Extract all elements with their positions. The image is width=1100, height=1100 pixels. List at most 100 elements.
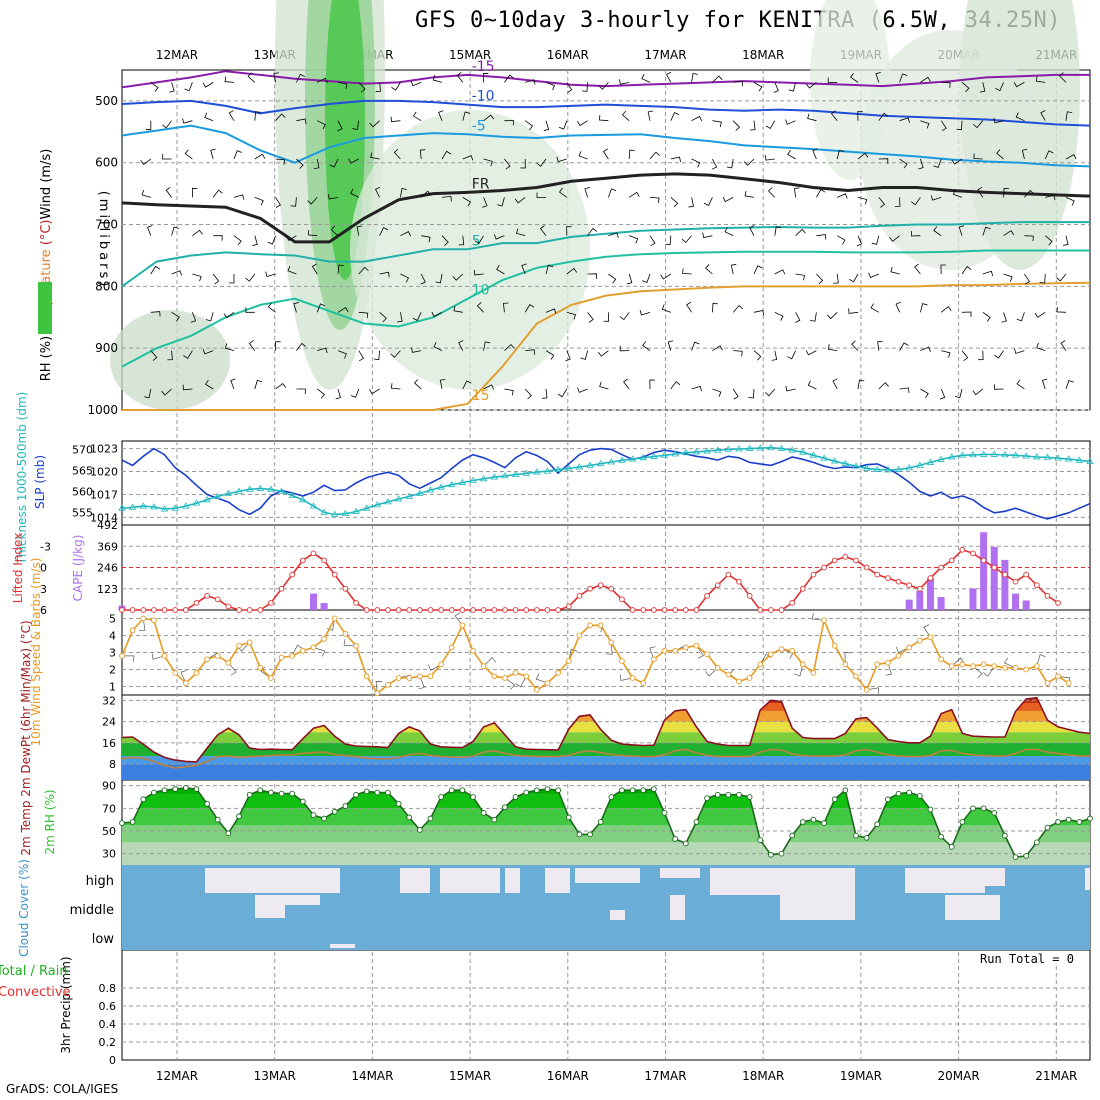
li-tick-label: 0 <box>40 562 47 575</box>
rh-line-marker <box>959 819 966 825</box>
wind-barb <box>587 273 598 279</box>
wind-barb <box>379 271 390 278</box>
wind-barb <box>1001 312 1007 323</box>
wind-barb <box>920 346 931 352</box>
wind-speed-line-marker <box>342 630 349 637</box>
wind-barb <box>228 110 235 121</box>
wind-speed-line-marker <box>938 656 944 663</box>
surface-wind-barb <box>983 665 995 677</box>
axis-title-part: RH (%) <box>39 336 54 381</box>
li-line-marker <box>948 557 955 564</box>
wind-barb <box>598 350 609 357</box>
thickness-line-marker <box>267 485 275 492</box>
thickness-line-marker <box>235 487 243 494</box>
surface-wind-barb <box>705 667 718 677</box>
thickness-line <box>121 446 1091 516</box>
wind-barb <box>162 120 172 129</box>
precip-tick-label: 0.2 <box>99 1036 117 1049</box>
thickness-line-marker <box>458 478 467 485</box>
wind-speed-line <box>121 616 1070 695</box>
surface-wind-barb <box>483 656 497 667</box>
wind-speed-line-marker <box>491 673 498 680</box>
wind-barb <box>773 82 779 93</box>
wind-speed-line-marker <box>991 663 998 669</box>
rh-blob <box>350 110 590 390</box>
cloud-clear-area <box>905 868 985 893</box>
wind-speed-line-marker <box>725 671 732 678</box>
wind-barb <box>317 77 328 83</box>
thickness-line-marker <box>341 509 350 517</box>
wind-barb <box>379 227 389 236</box>
rh-line-marker <box>1033 839 1040 846</box>
wind-speed-line-marker <box>736 678 742 685</box>
wind-barb <box>1024 235 1034 242</box>
thickness-line-marker <box>1022 452 1030 459</box>
run-total-label: Run Total = 0 <box>980 952 1074 966</box>
credit-text: GrADS: COLA/IGES <box>6 1082 119 1096</box>
wind-barb <box>993 117 1004 124</box>
rh-line-marker <box>842 787 849 794</box>
wind-barb <box>972 388 984 396</box>
li-line-marker <box>555 607 561 613</box>
rh-line-marker <box>129 819 136 825</box>
wind-barb <box>878 382 889 390</box>
wind-barb <box>765 155 775 161</box>
rh-tick-label: 50 <box>102 825 116 838</box>
wind-barb <box>598 115 609 122</box>
surface-wind-barb <box>418 676 425 690</box>
wind-barb <box>473 269 484 276</box>
panel-frame-slp <box>121 440 1091 526</box>
li-line-marker <box>193 600 200 606</box>
li-line-marker <box>640 607 647 613</box>
wind-barb <box>233 150 242 160</box>
wind-barb <box>868 272 879 279</box>
wind-barb <box>619 79 630 85</box>
surface-wind-barb <box>696 645 704 659</box>
surface-wind-barb <box>291 644 303 657</box>
rh-line-marker <box>938 833 944 840</box>
li-line-marker <box>725 571 732 578</box>
rh-line-marker <box>459 787 466 794</box>
wind-speed-line-marker <box>140 615 147 622</box>
li-line-marker <box>672 607 678 613</box>
thickness-line-marker <box>756 444 764 451</box>
chart-title: GFS 0~10day 3-hourly for KENITRA (6.5W, … <box>415 8 1062 33</box>
wind-barb <box>247 72 256 83</box>
li-line-marker <box>704 592 710 599</box>
wind-barb <box>587 312 594 323</box>
wind-barb <box>788 82 796 92</box>
li-line-marker <box>853 557 859 564</box>
wind-barb <box>358 82 366 93</box>
wind-barb <box>524 120 534 131</box>
wind-barb <box>350 188 359 198</box>
temp-tick-label: 24 <box>102 716 116 729</box>
li-line-marker <box>331 571 338 578</box>
wind-speed-line-marker <box>768 651 774 658</box>
rh-line-marker <box>906 789 913 796</box>
wind-barb <box>670 197 679 208</box>
wind-barb <box>435 273 443 284</box>
slp-tick-label: 1023 <box>90 443 118 456</box>
wind-barb <box>411 347 422 353</box>
wind-barb <box>458 235 465 246</box>
wind-barb <box>753 82 763 92</box>
top-date-label: 15MAR <box>449 48 491 62</box>
rh-line-marker <box>374 789 381 796</box>
wind-barb <box>807 380 817 390</box>
wind-barb <box>849 273 859 283</box>
wind-barb <box>162 154 172 160</box>
li-line-marker <box>842 554 849 560</box>
contour-line <box>121 221 1090 288</box>
temp-tick-label: 32 <box>102 694 116 707</box>
cape-bar <box>937 597 945 610</box>
rh-line-marker <box>1087 815 1093 822</box>
thickness-line-marker <box>916 461 924 468</box>
wind-barb <box>504 120 514 126</box>
wind-barb <box>832 378 838 390</box>
wind-barb <box>836 149 845 160</box>
rh-line-marker <box>555 787 561 794</box>
temp-band <box>122 721 1090 733</box>
wind-barb <box>566 226 572 236</box>
wind-barb <box>248 340 256 351</box>
bottom-date-label: 15MAR <box>449 1069 491 1083</box>
